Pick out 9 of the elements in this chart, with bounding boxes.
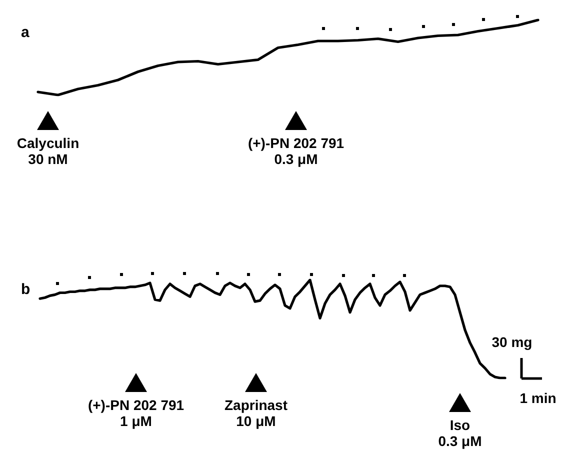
text: Iso 0.3 μM (438, 417, 482, 449)
text: 1 min (520, 390, 556, 406)
text: (+)-PN 202 791 0.3 μM (248, 135, 344, 167)
chart-title: b (21, 281, 30, 298)
chart-title: a (21, 24, 30, 41)
annotation: 30 mg (492, 334, 532, 350)
text: Zaprinast 10 μM (224, 397, 288, 429)
text: Calyculin 30 nM (16, 135, 80, 167)
text: (+)-PN 202 791 1 μM (88, 397, 184, 429)
